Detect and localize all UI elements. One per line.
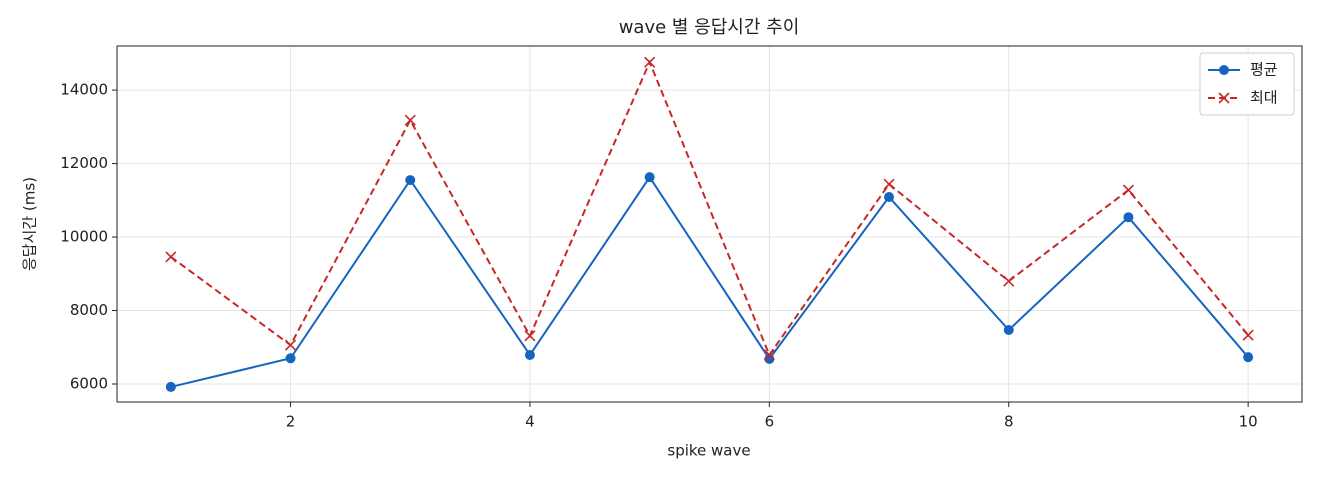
chart-title: wave 별 응답시간 추이 [619, 17, 800, 38]
line [170, 175, 1249, 388]
point [284, 339, 297, 351]
point [405, 175, 416, 186]
point [1243, 352, 1254, 363]
legend-box [1199, 52, 1295, 116]
point [883, 178, 895, 190]
legend-label: 평균 [1250, 61, 1278, 79]
point [165, 251, 177, 263]
y-axis-label: 응답시간 (ms) [21, 177, 39, 271]
legend-label: 최대 [1250, 89, 1278, 107]
x-tick-label: 4 [525, 413, 535, 431]
y-tick-label: 14000 [60, 81, 108, 99]
point [404, 114, 416, 126]
point [524, 330, 536, 342]
point [644, 172, 655, 183]
point [1242, 329, 1254, 341]
x-tick-label: 8 [1004, 413, 1014, 431]
legend-marker [1219, 65, 1229, 75]
line [170, 59, 1249, 358]
point [524, 349, 535, 360]
point [1123, 212, 1134, 223]
point [165, 381, 176, 392]
legend-marker [1218, 92, 1230, 104]
point [884, 191, 895, 202]
x-tick-label: 6 [765, 413, 775, 431]
x-tick-label: 10 [1239, 413, 1258, 431]
y-tick-label: 6000 [70, 374, 108, 392]
y-tick-label: 10000 [60, 228, 108, 246]
x-tick-label: 2 [286, 413, 296, 431]
point [285, 353, 296, 364]
point [644, 56, 656, 68]
point [1003, 324, 1014, 335]
point [763, 349, 775, 361]
point [1003, 275, 1015, 287]
point [1122, 184, 1135, 196]
y-tick-label: 12000 [60, 154, 108, 172]
y-tick-label: 8000 [70, 301, 108, 319]
plot-frame [116, 45, 1303, 403]
x-axis-label: spike wave [667, 442, 750, 460]
